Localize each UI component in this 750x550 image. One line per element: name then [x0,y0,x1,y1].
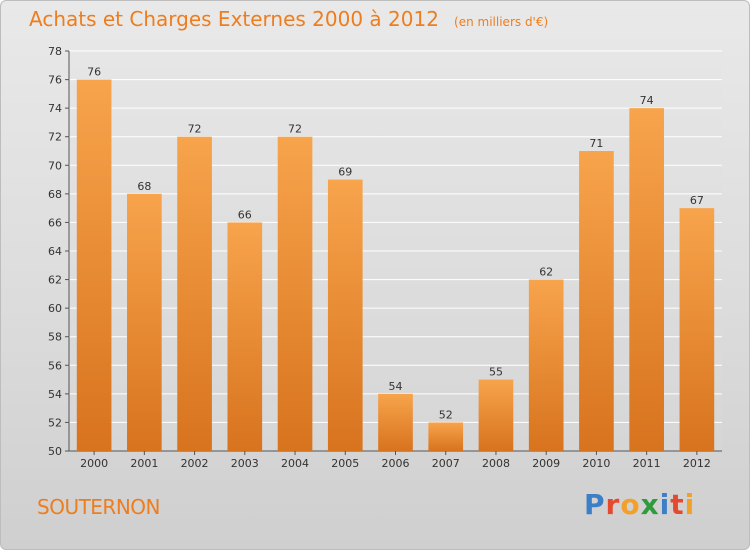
bar [629,108,664,452]
bar [76,79,112,452]
y-tick-label: 64 [48,245,62,258]
y-tick-label: 68 [48,188,62,201]
logo-letter: i [659,488,671,521]
bar [679,208,715,451]
x-tick-label: 2006 [382,457,410,470]
logo-letter: t [670,488,685,521]
chart-unit: (en milliers d'€) [454,15,549,29]
y-tick-label: 58 [48,331,62,344]
commune-name: SOUTERNON [37,495,161,519]
x-tick-label: 2000 [80,457,108,470]
y-tick-label: 76 [48,74,62,87]
x-tick-label: 2002 [181,457,209,470]
logo-letter: x [640,488,660,521]
x-tick-label: 2005 [331,457,359,470]
y-tick-label: 72 [48,131,62,144]
y-tick-label: 52 [48,416,62,429]
bar-value-label: 62 [539,266,553,279]
y-tick-label: 78 [48,45,62,58]
bar-value-label: 66 [238,208,252,221]
y-tick-label: 50 [48,445,62,458]
bar-value-label: 76 [87,66,101,79]
x-tick-label: 2012 [683,457,711,470]
y-tick-label: 56 [48,359,62,372]
bar-value-label: 54 [389,380,403,393]
y-tick-label: 74 [48,102,62,115]
bar [528,279,564,451]
bar-value-label: 67 [690,194,704,207]
x-tick-labels: 2000 2001 2002 2003 2004 2005 2006 2007 2008 2009… [80,451,711,470]
logo-letter: i [684,488,696,521]
bar-value-label: 72 [188,123,202,136]
y-tick-label: 70 [48,159,62,172]
bar [277,136,313,451]
x-tick-label: 2010 [582,457,610,470]
proxiti-logo: Proxiti [584,488,695,521]
y-tick-label: 62 [48,274,62,287]
logo-letter: r [605,488,621,521]
x-tick-label: 2004 [281,457,309,470]
logo-letter: o [620,488,641,521]
bar-value-label: 71 [589,137,603,150]
bar [177,136,212,451]
bars [76,79,715,452]
bar [127,193,162,451]
bar [378,393,413,451]
y-tick-label: 66 [48,216,62,229]
x-tick-label: 2001 [130,457,158,470]
bar [327,179,363,452]
x-tick-label: 2011 [633,457,661,470]
x-tick-label: 2007 [432,457,460,470]
logo-letter: P [584,488,606,521]
bar-value-label: 55 [489,366,503,379]
bar [227,222,263,451]
y-tick-label: 60 [48,302,62,315]
value-labels: 76 68 72 66 72 69 54 52 55 62 71 74 67 [87,66,704,422]
bar-value-label: 68 [137,180,151,193]
y-tick-labels: 50 52 54 56 58 60 62 64 66 68 70 72 74 76 78 [48,45,69,458]
x-tick-label: 2009 [532,457,560,470]
bar-value-label: 74 [640,94,654,107]
y-tick-label: 54 [48,388,62,401]
bar [428,422,464,451]
bar-value-label: 52 [439,408,453,421]
title-line: Achats et Charges Externes 2000 à 2012 (… [29,7,548,31]
bar [579,151,614,451]
bar-value-label: 69 [338,166,352,179]
bar [478,379,514,451]
bar-value-label: 72 [288,123,302,136]
x-tick-label: 2008 [482,457,510,470]
chart-title: Achats et Charges Externes 2000 à 2012 [29,7,439,31]
x-tick-label: 2003 [231,457,259,470]
